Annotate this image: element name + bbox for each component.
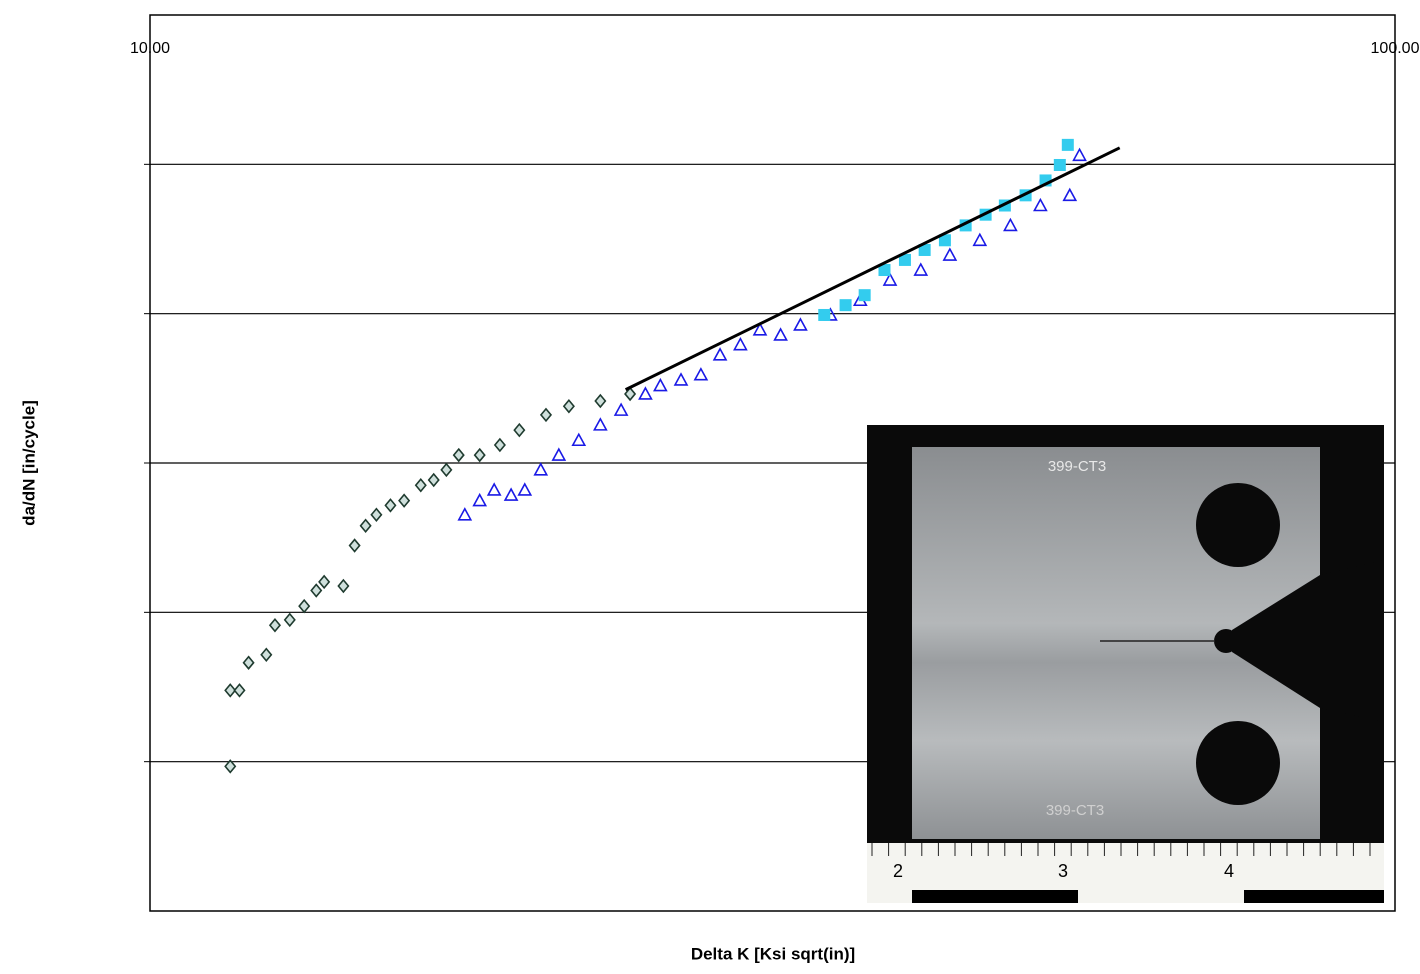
triangle-marker bbox=[793, 317, 808, 331]
square-marker bbox=[938, 234, 951, 247]
photo-background bbox=[1320, 425, 1384, 839]
triangle-marker bbox=[1033, 197, 1048, 212]
triangle-marker bbox=[1003, 217, 1018, 232]
triangle-marker bbox=[533, 462, 549, 476]
square-marker bbox=[918, 243, 931, 256]
triangle-marker bbox=[503, 487, 519, 501]
diamond-marker bbox=[493, 437, 506, 453]
diamond-marker bbox=[348, 538, 361, 553]
diamond-marker bbox=[452, 447, 465, 463]
triangle-marker bbox=[593, 417, 608, 431]
triangle-marker bbox=[653, 377, 668, 392]
diamond-marker bbox=[414, 477, 427, 493]
diamond-marker bbox=[268, 617, 282, 633]
square-marker bbox=[839, 299, 852, 312]
ruler-scale bbox=[912, 890, 1078, 903]
square-marker bbox=[1061, 138, 1074, 151]
x-axis-title: Delta K [Ksi sqrt(in)] bbox=[691, 944, 855, 963]
square-marker bbox=[878, 264, 891, 277]
triangle-marker bbox=[972, 232, 988, 247]
x-tick-label: 100.00 bbox=[1371, 40, 1420, 57]
square-marker bbox=[1053, 158, 1066, 171]
diamond-marker bbox=[384, 498, 397, 513]
triangle-marker bbox=[712, 347, 728, 361]
triangle-marker bbox=[486, 482, 502, 496]
square-marker bbox=[818, 308, 831, 321]
ruler-label: 4 bbox=[1224, 861, 1234, 881]
diamond-marker bbox=[440, 462, 453, 478]
pin-hole bbox=[1196, 483, 1280, 567]
ruler-label: 3 bbox=[1058, 861, 1068, 881]
pin-hole bbox=[1196, 721, 1280, 805]
diamond-marker bbox=[318, 574, 331, 590]
diamond-marker bbox=[242, 655, 255, 670]
inset-photo: 399-CT3 399-CT3 2 3 4 bbox=[867, 425, 1384, 903]
ruler-label: 2 bbox=[893, 861, 903, 881]
triangle-marker bbox=[613, 402, 629, 416]
triangle-marker bbox=[693, 367, 709, 381]
triangle-marker bbox=[457, 507, 473, 521]
diamond-marker bbox=[513, 422, 526, 438]
triangle-marker bbox=[733, 336, 748, 351]
triangle-marker bbox=[517, 482, 533, 496]
square-marker bbox=[858, 289, 871, 302]
diamond-marker bbox=[359, 518, 372, 534]
triangle-marker bbox=[942, 247, 958, 261]
notch bbox=[1232, 575, 1320, 708]
diamond-marker bbox=[283, 612, 296, 628]
triangle-marker bbox=[673, 372, 689, 386]
diamond-marker bbox=[427, 472, 440, 488]
diamond-marker bbox=[224, 683, 237, 698]
diamond-marker bbox=[398, 493, 411, 508]
ruler bbox=[867, 843, 1384, 885]
triangle-marker bbox=[913, 262, 929, 276]
diamond-marker bbox=[624, 386, 637, 402]
plate-label: 399-CT3 bbox=[1048, 458, 1106, 475]
triangle-marker bbox=[752, 322, 768, 336]
diamond-marker bbox=[233, 683, 246, 698]
fit-line bbox=[624, 146, 1121, 391]
triangle-marker bbox=[571, 432, 587, 447]
triangle-marker bbox=[1072, 147, 1087, 162]
diamond-marker bbox=[370, 507, 383, 523]
triangle-marker bbox=[773, 327, 788, 341]
plot-area: 10.00 100.00 bbox=[130, 15, 1420, 774]
triangle-marker bbox=[551, 447, 567, 461]
diamond-marker bbox=[298, 598, 311, 614]
triangle-marker bbox=[638, 386, 653, 400]
diamond-marker bbox=[260, 647, 273, 662]
x-tick-label: 10.00 bbox=[130, 40, 170, 57]
square-marker bbox=[898, 253, 911, 266]
diamond-marker bbox=[473, 447, 486, 463]
diamond-marker bbox=[594, 393, 607, 409]
triangle-marker bbox=[1062, 187, 1078, 202]
plate-label: 399-CT3 bbox=[1046, 802, 1104, 819]
y-axis-title: da/dN [in/cycle] bbox=[19, 400, 38, 526]
diamond-marker bbox=[224, 759, 237, 774]
diamond-marker bbox=[310, 583, 323, 598]
diamond-marker bbox=[562, 398, 575, 414]
notch-hole bbox=[1214, 629, 1238, 653]
diamond-marker bbox=[337, 578, 350, 594]
triangle-marker bbox=[472, 492, 488, 507]
ruler-ticks bbox=[871, 843, 1371, 856]
triangle-marker bbox=[882, 272, 898, 286]
ruler-scale bbox=[1244, 890, 1384, 903]
diamond-marker bbox=[539, 407, 553, 423]
